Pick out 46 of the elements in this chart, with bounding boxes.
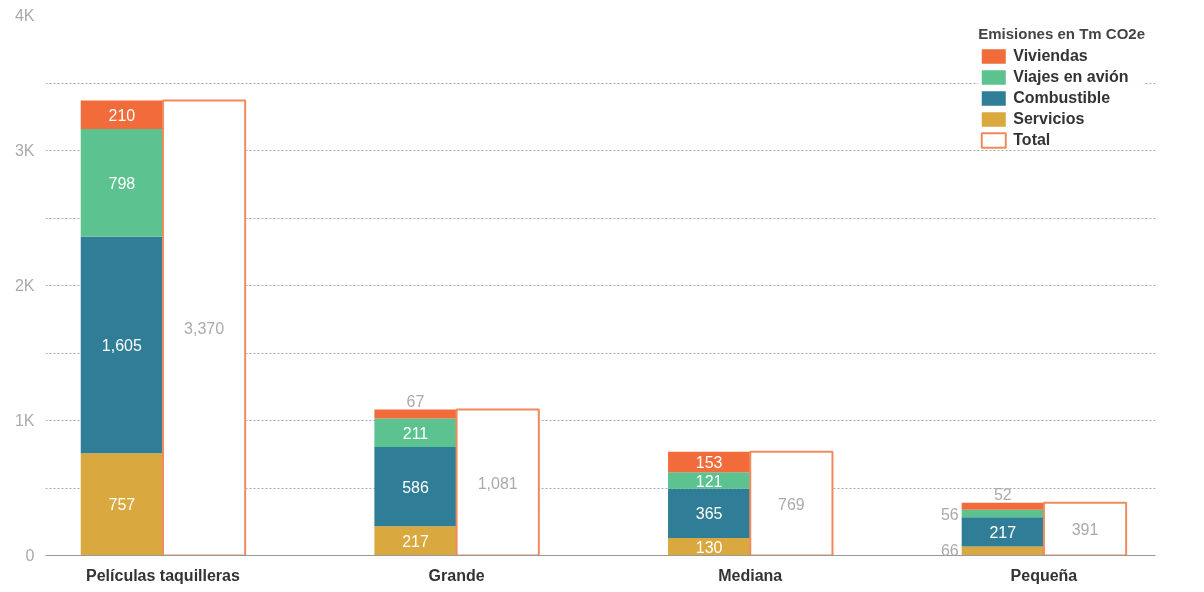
data-label: 153	[695, 454, 723, 472]
data-label: 391	[1071, 521, 1099, 539]
y-tick-label: 3K	[14, 142, 35, 159]
bar	[749, 450, 834, 556]
x-tick-label: Pequeña	[1010, 566, 1078, 584]
legend-label: Servicios	[1013, 110, 1085, 128]
data-label: 1,605	[101, 336, 142, 354]
x-tick-label: Mediana	[718, 566, 783, 584]
legend-label: Combustible	[1013, 89, 1111, 107]
bar	[961, 509, 1044, 518]
data-label: 769	[778, 495, 805, 513]
bar	[961, 502, 1044, 510]
data-label: 3,370	[184, 320, 225, 338]
bar	[374, 409, 457, 419]
y-tick-label: 4K	[14, 7, 35, 24]
bar	[668, 472, 751, 489]
data-label: 757	[108, 496, 136, 514]
bar	[80, 128, 163, 237]
x-tick-label: Grande	[428, 566, 485, 584]
y-tick-label: 0	[25, 547, 35, 564]
data-label: 217	[402, 532, 429, 550]
bar	[161, 99, 247, 556]
y-tick-label: 1K	[14, 412, 35, 429]
data-label: 56	[940, 505, 959, 523]
legend-title: Emisiones en Tm CO2e	[978, 25, 1145, 42]
data-label: 121	[695, 472, 723, 490]
data-label: 210	[108, 106, 136, 124]
data-label: 365	[695, 505, 723, 523]
data-label: 798	[108, 174, 136, 192]
legend-label: Total	[1013, 131, 1051, 149]
bar	[80, 453, 163, 556]
x-tick-label: Películas taquilleras	[86, 566, 240, 584]
data-label: 1,081	[477, 474, 518, 492]
data-label: 66	[940, 541, 959, 559]
data-label: 52	[993, 486, 1012, 504]
bar	[80, 100, 163, 129]
bar	[374, 418, 457, 448]
data-label: 217	[989, 523, 1017, 541]
bar	[374, 526, 457, 556]
data-label: 130	[695, 538, 723, 556]
data-label: 211	[402, 424, 429, 442]
data-label: 67	[406, 392, 425, 410]
data-label: 586	[402, 478, 429, 496]
legend-label: Viajes en avión	[1013, 68, 1129, 86]
legend-label: Viviendas	[1013, 47, 1088, 65]
y-tick-label: 2K	[14, 277, 35, 294]
